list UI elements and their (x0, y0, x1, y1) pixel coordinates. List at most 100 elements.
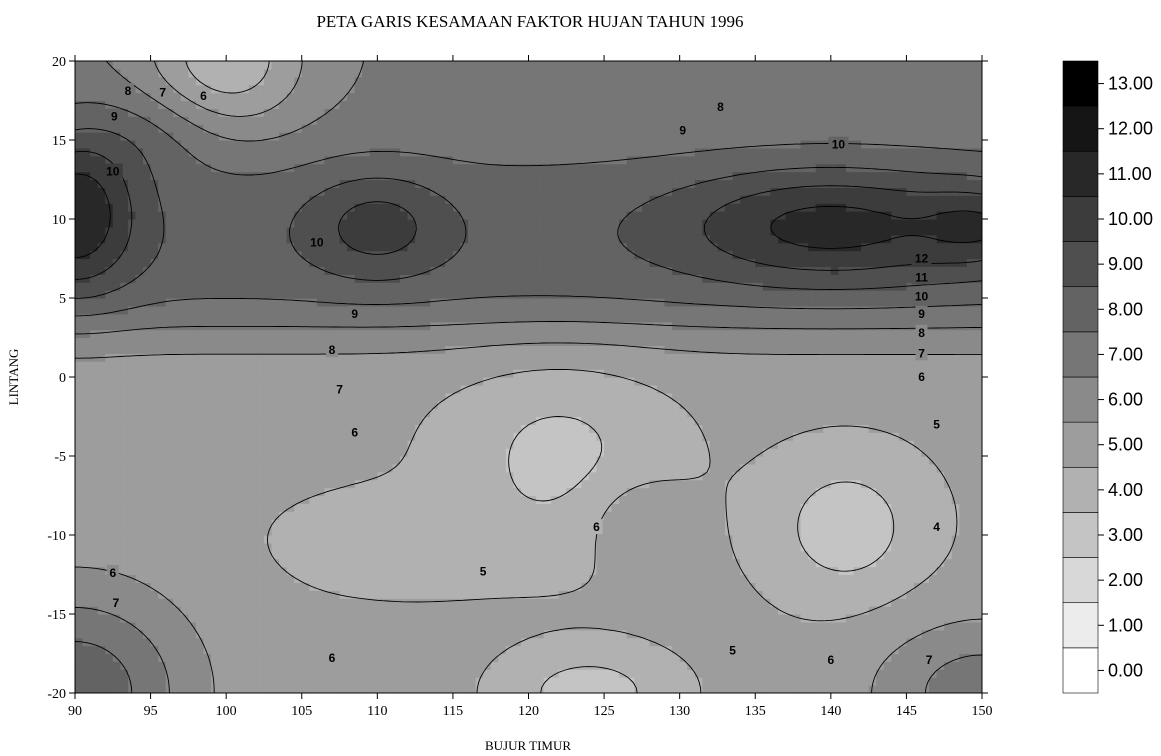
contour-cell (158, 519, 167, 528)
contour-cell (301, 61, 310, 70)
contour-cell (82, 258, 91, 267)
contour-cell (407, 471, 416, 481)
contour-cell (543, 582, 552, 591)
contour-cell (498, 448, 507, 457)
contour-cell (211, 290, 220, 299)
contour-cell (294, 242, 303, 252)
contour-cell (430, 266, 439, 275)
contour-cell (460, 471, 469, 481)
contour-cell (143, 550, 152, 560)
contour-cell (362, 290, 371, 299)
contour-cell (180, 621, 189, 631)
contour-cell (384, 645, 394, 655)
contour-cell (150, 337, 159, 346)
contour-cell (468, 621, 477, 631)
contour-cell (536, 361, 545, 370)
contour-cell (165, 187, 174, 196)
contour-cell (233, 629, 242, 639)
contour-cell (528, 606, 537, 615)
contour-cell (82, 321, 91, 331)
contour-cell (331, 645, 341, 655)
contour-cell (294, 653, 303, 662)
contour-cell (218, 558, 227, 568)
contour-cell (90, 163, 99, 173)
contour-cell (520, 305, 530, 315)
contour-cell (468, 250, 477, 260)
contour-cell (520, 511, 530, 520)
contour-cell (354, 203, 363, 212)
contour-cell (505, 527, 514, 536)
contour-cell (173, 274, 182, 283)
contour-cell (384, 416, 394, 425)
contour-cell (150, 163, 159, 173)
contour-cell (430, 76, 439, 86)
contour-cell (324, 558, 333, 568)
contour-cell (400, 258, 409, 267)
contour-cell (498, 369, 507, 378)
contour-cell (316, 574, 326, 583)
contour-cell (362, 211, 371, 220)
contour-cell (279, 84, 288, 94)
contour-cell (143, 582, 152, 591)
contour-cell (324, 187, 333, 196)
contour-cell (536, 550, 545, 560)
contour-cell (430, 219, 439, 228)
contour-cell (430, 392, 439, 402)
contour-cell (316, 179, 326, 188)
contour-cell (173, 345, 182, 354)
contour-cell (233, 503, 242, 512)
contour-cell (316, 550, 326, 560)
contour-cell (354, 321, 363, 331)
contour-cell (294, 337, 303, 346)
contour-cell (415, 211, 424, 220)
contour-cell (263, 68, 273, 78)
contour-cell (211, 542, 220, 552)
contour-cell (445, 290, 454, 299)
contour-cell (105, 416, 114, 425)
contour-cell (468, 519, 477, 528)
contour-cell (400, 226, 409, 236)
contour-cell (490, 313, 499, 323)
contour-cell (309, 400, 318, 410)
contour-cell (309, 92, 318, 102)
contour-cell (90, 527, 99, 536)
contour-cell (369, 566, 378, 576)
contour-cell (490, 116, 499, 125)
contour-cell (513, 669, 522, 678)
contour-cell (150, 669, 159, 678)
contour-cell (90, 84, 99, 94)
contour-cell (226, 353, 235, 362)
contour-cell (180, 298, 189, 307)
contour-cell (226, 242, 235, 252)
contour-cell (490, 84, 499, 94)
contour-cell (347, 440, 356, 449)
contour-cell (120, 290, 129, 299)
contour-cell (203, 582, 212, 591)
contour-cell (271, 566, 280, 576)
contour-cell (445, 479, 454, 489)
contour-cell (248, 377, 257, 386)
contour-cell (437, 503, 446, 512)
contour-cell (165, 163, 174, 173)
contour-cell (165, 290, 174, 299)
contour-cell (513, 392, 522, 402)
contour-cell (97, 313, 106, 323)
contour-cell (377, 140, 386, 149)
contour-cell (165, 274, 174, 283)
contour-cell (279, 566, 288, 576)
contour-cell (422, 219, 431, 228)
contour-cell (513, 590, 522, 599)
contour-cell (75, 163, 84, 173)
contour-cell (430, 432, 439, 441)
contour-cell (392, 61, 401, 70)
contour-cell (392, 550, 401, 560)
contour-cell (347, 511, 356, 520)
contour-cell (211, 219, 220, 228)
contour-cell (483, 661, 492, 670)
contour-cell (180, 416, 189, 425)
contour-cell (218, 132, 227, 141)
contour-cell (354, 685, 363, 693)
contour-cell (294, 187, 303, 196)
contour-cell (392, 495, 401, 504)
contour-cell (475, 456, 484, 465)
